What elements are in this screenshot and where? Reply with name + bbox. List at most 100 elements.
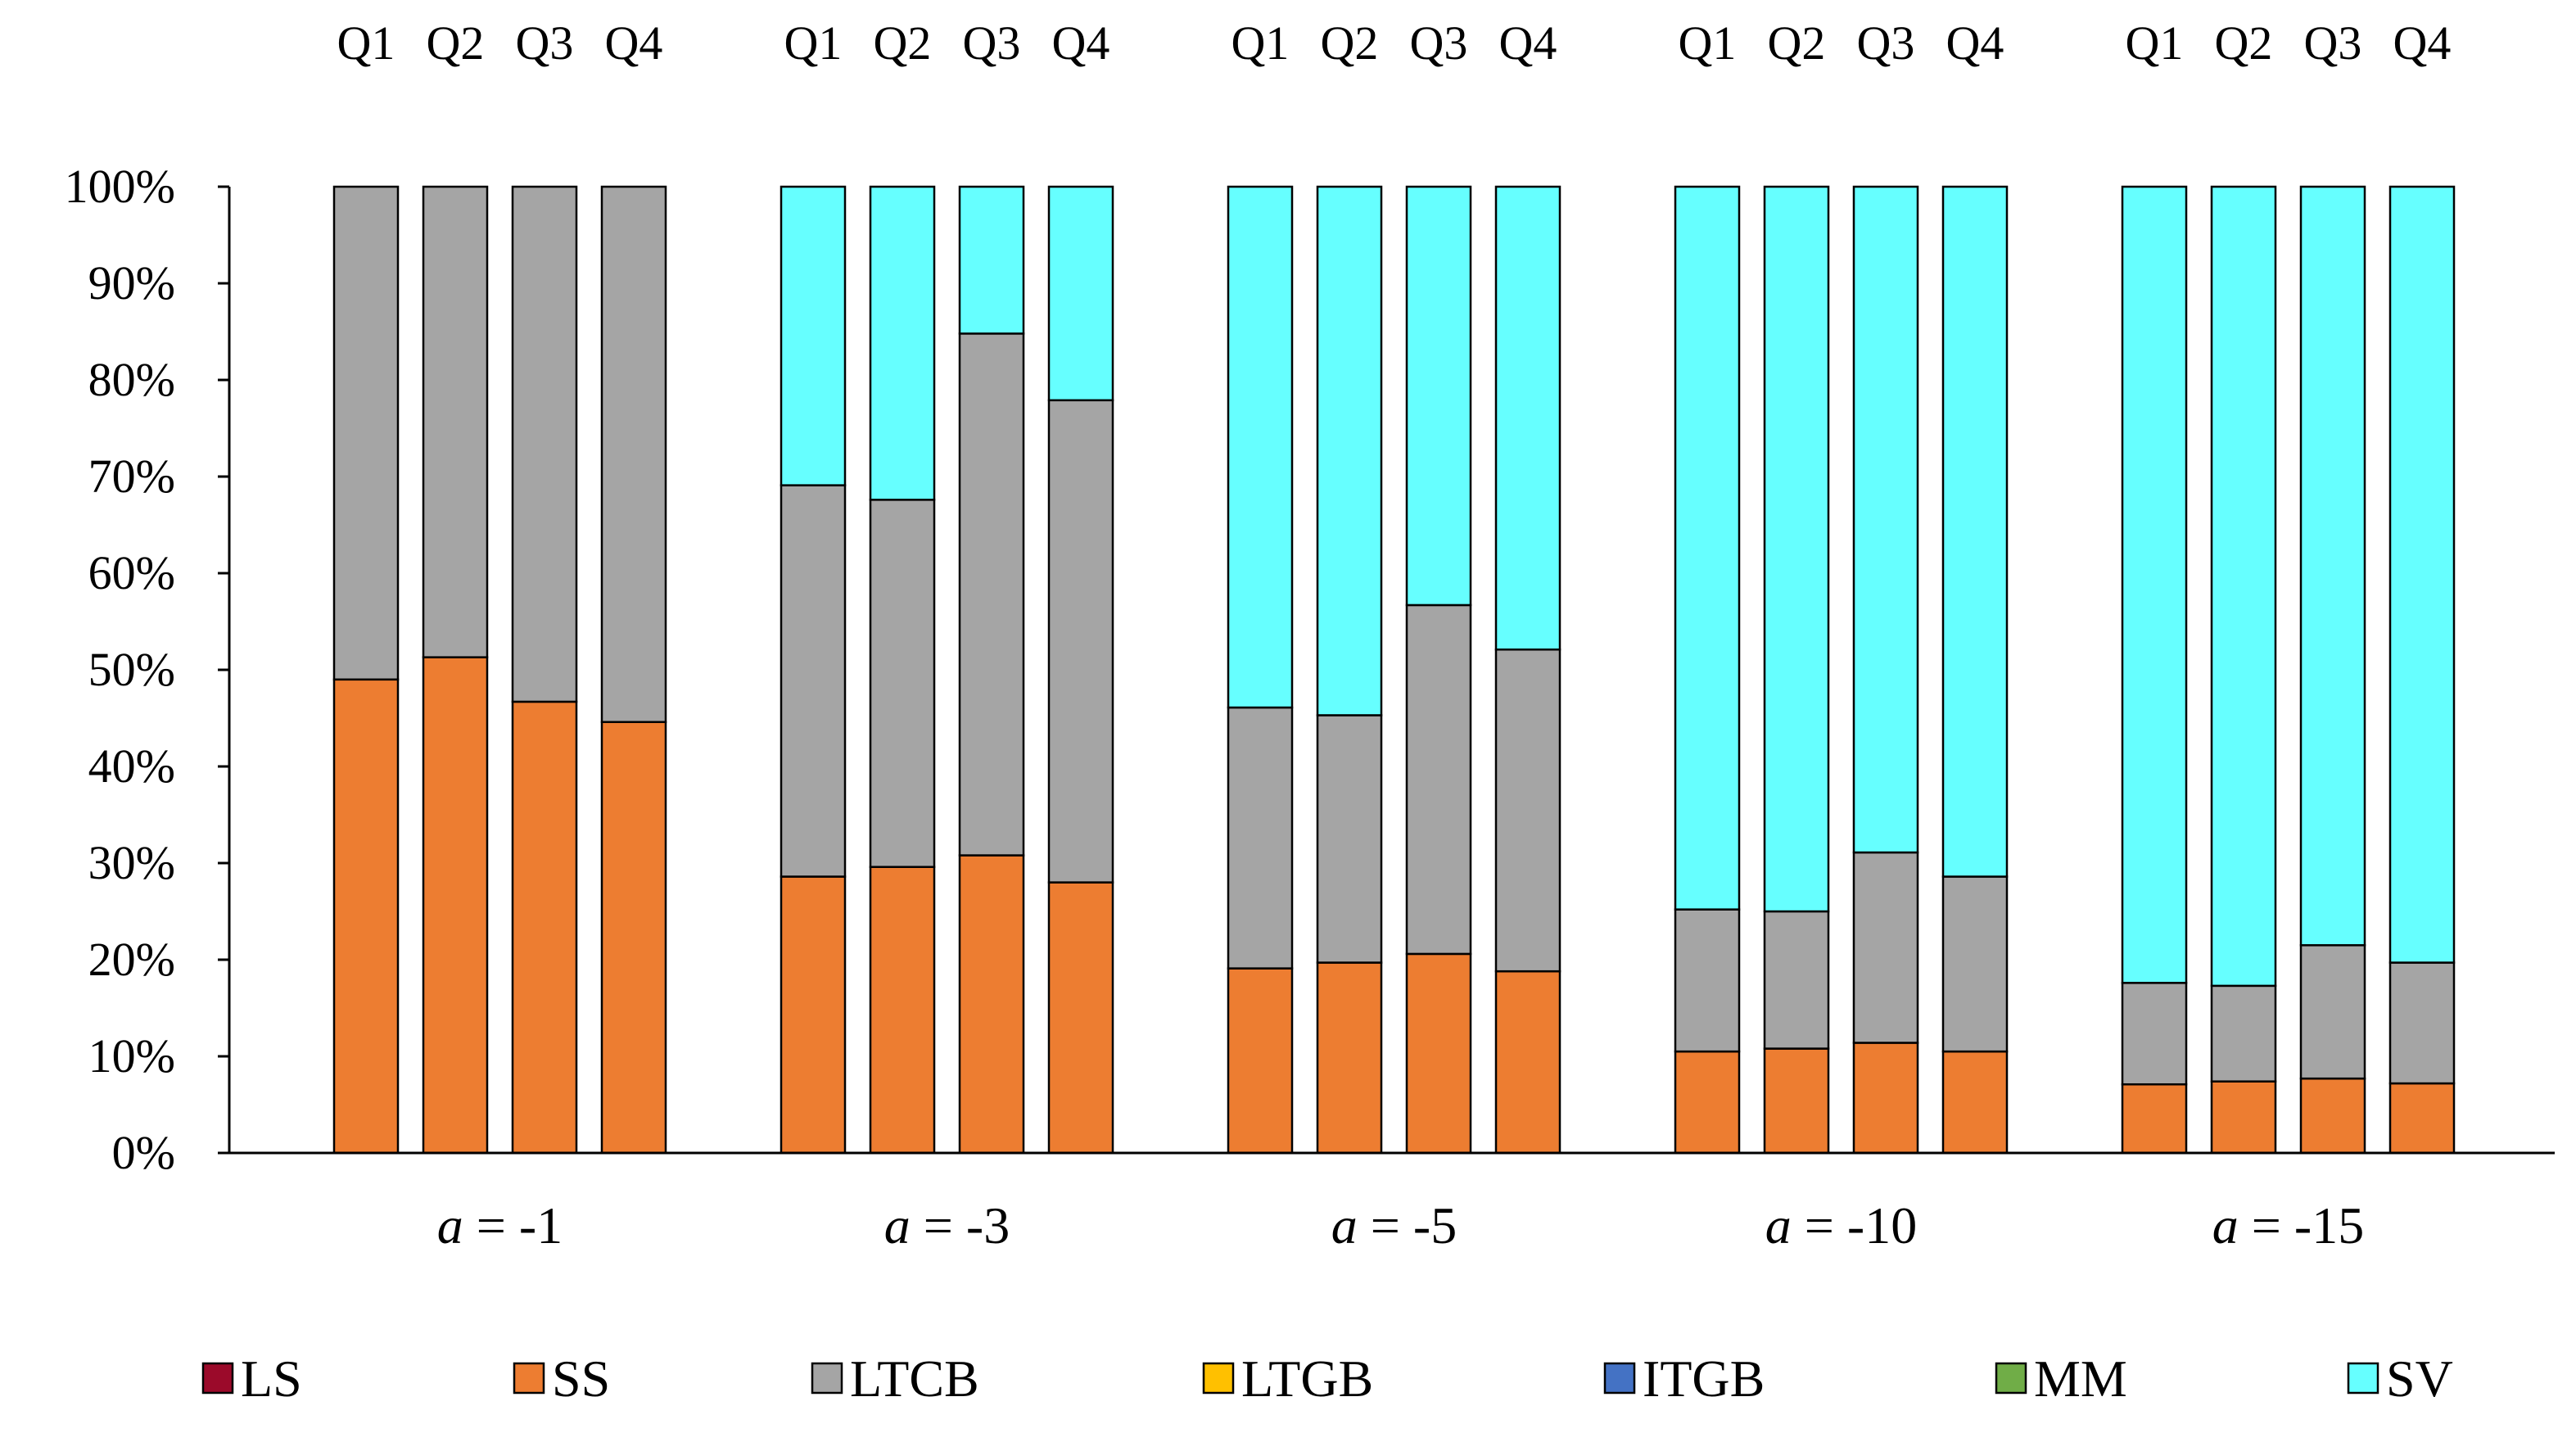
bar-ss-segment <box>1674 1050 1741 1155</box>
bar-ss-segment <box>511 700 578 1155</box>
quarter-label: Q1 <box>337 16 395 70</box>
bar-sv-segment <box>2388 185 2456 964</box>
group-label: a = -3 <box>884 1196 1010 1254</box>
bar-ss-segment <box>958 854 1025 1155</box>
quarter-label: Q2 <box>2215 16 2273 70</box>
y-axis-ticks: 0% 10% 20% 30% 40% 50% 60% 70% 80% 90% 100% <box>65 160 229 1179</box>
legend-swatch-ss <box>513 1362 545 1395</box>
y-tick-label: 40% <box>88 739 175 793</box>
group-label: a = -5 <box>1331 1196 1457 1254</box>
quarter-label: Q3 <box>2304 16 2362 70</box>
bar-ltcb-segment <box>869 499 936 868</box>
y-tick-label: 60% <box>88 546 175 599</box>
group-label-value: = -15 <box>2239 1196 2364 1254</box>
quarter-label: Q1 <box>1232 16 1290 70</box>
bar-sv-segment <box>958 185 1025 335</box>
quarter-label: Q1 <box>784 16 843 70</box>
quarter-label: Q2 <box>1768 16 1826 70</box>
legend-label-ltcb: LTCB <box>850 1349 979 1408</box>
bar-ss-segment <box>2388 1082 2456 1155</box>
bar-ltcb-segment <box>2299 944 2366 1080</box>
group-label-value: = -10 <box>1792 1196 1917 1254</box>
y-tick-label: 70% <box>88 450 175 503</box>
bar-sv-segment <box>1227 185 1294 709</box>
bar-ss-segment <box>1852 1042 1919 1155</box>
group-label-variable: a <box>1331 1196 1358 1254</box>
quarter-label: Q4 <box>1052 16 1110 70</box>
bar-ltcb-segment <box>600 185 667 723</box>
bar-ltcb-segment <box>1941 875 2009 1053</box>
bar-sv-segment <box>2121 185 2188 984</box>
legend-label-ltgb: LTGB <box>1241 1349 1373 1408</box>
legend-label-mm: MM <box>2034 1349 2127 1408</box>
bar-ltcb-segment <box>1405 603 1472 956</box>
quarter-label: Q3 <box>1857 16 1915 70</box>
group-label-variable: a <box>884 1196 911 1254</box>
bar-ss-segment <box>1941 1050 2009 1155</box>
quarter-label: Q2 <box>427 16 485 70</box>
legend-swatch-ltgb <box>1202 1362 1235 1395</box>
bar-ss-segment <box>1227 967 1294 1155</box>
bar-stacks <box>332 185 2456 1155</box>
bar-ltcb-segment <box>332 185 400 681</box>
quarter-label: Q3 <box>1410 16 1468 70</box>
legend-label-sv: SV <box>2386 1349 2453 1408</box>
bar-ss-segment <box>780 875 847 1155</box>
group-label-value: = -5 <box>1358 1196 1457 1254</box>
bar-ltcb-segment <box>2210 984 2277 1083</box>
group-labels: a = -1 a = -3 a = -5 a = -10 a = -15 <box>437 1196 2364 1254</box>
legend-swatch-itgb <box>1603 1362 1636 1395</box>
quarter-label: Q1 <box>1679 16 1737 70</box>
bar-ss-segment <box>1047 881 1114 1155</box>
quarter-label: Q2 <box>874 16 932 70</box>
y-tick-label: 20% <box>88 933 175 986</box>
group-label-variable: a <box>2212 1196 2239 1254</box>
quarter-labels: Q1 Q2 Q3 Q4 Q1 Q2 Q3 Q4 Q1 Q2 Q3 Q4 Q1 Q2 Q3 Q4 Q1 Q2 Q3 Q4 <box>337 16 2452 70</box>
bar-ss-segment <box>1405 952 1472 1155</box>
quarter-label: Q4 <box>2393 16 2452 70</box>
bar-sv-segment <box>1852 185 1919 854</box>
y-tick-label: 90% <box>88 256 175 310</box>
group-label: a = -1 <box>437 1196 563 1254</box>
bar-sv-segment <box>1941 185 2009 878</box>
bar-ss-segment <box>869 866 936 1155</box>
bar-sv-segment <box>1405 185 1472 607</box>
bar-sv-segment <box>780 185 847 486</box>
bar-ss-segment <box>2210 1080 2277 1155</box>
bar-ltcb-segment <box>1047 399 1114 884</box>
group-label-value: = -3 <box>911 1196 1010 1254</box>
quarter-label: Q4 <box>1946 16 2004 70</box>
legend-swatch-mm <box>1995 1362 2027 1395</box>
bar-ltcb-segment <box>958 332 1025 857</box>
axes <box>228 187 2555 1155</box>
legend: LS SS LTCB LTGB ITGB MM SV <box>201 1349 2453 1408</box>
y-tick-label: 10% <box>88 1029 175 1083</box>
bar-ss-segment <box>1316 961 1383 1155</box>
bar-sv-segment <box>1763 185 1830 913</box>
bar-ltcb-segment <box>1852 851 1919 1044</box>
bar-ltcb-segment <box>1227 706 1294 970</box>
bar-ss-segment <box>1494 970 1561 1155</box>
quarter-label: Q1 <box>2126 16 2184 70</box>
bar-sv-segment <box>2299 185 2366 947</box>
bar-ltcb-segment <box>511 185 578 703</box>
y-tick-label: 0% <box>112 1126 175 1179</box>
legend-label-ss: SS <box>552 1349 610 1408</box>
bar-ltcb-segment <box>780 484 847 878</box>
legend-swatch-ltcb <box>811 1362 843 1395</box>
bar-ss-segment <box>2299 1077 2366 1155</box>
legend-label-ls: LS <box>241 1349 302 1408</box>
quarter-label: Q2 <box>1321 16 1379 70</box>
bar-ltcb-segment <box>1763 910 1830 1050</box>
quarter-label: Q4 <box>605 16 663 70</box>
group-label-variable: a <box>437 1196 463 1254</box>
bar-sv-segment <box>2210 185 2277 988</box>
quarter-label: Q4 <box>1499 16 1557 70</box>
y-tick-label: 80% <box>88 353 175 406</box>
bar-sv-segment <box>869 185 936 501</box>
bar-ss-segment <box>1763 1047 1830 1155</box>
bar-sv-segment <box>1674 185 1741 911</box>
legend-swatch-sv <box>2347 1362 2379 1395</box>
group-label: a = -10 <box>1765 1196 1917 1254</box>
